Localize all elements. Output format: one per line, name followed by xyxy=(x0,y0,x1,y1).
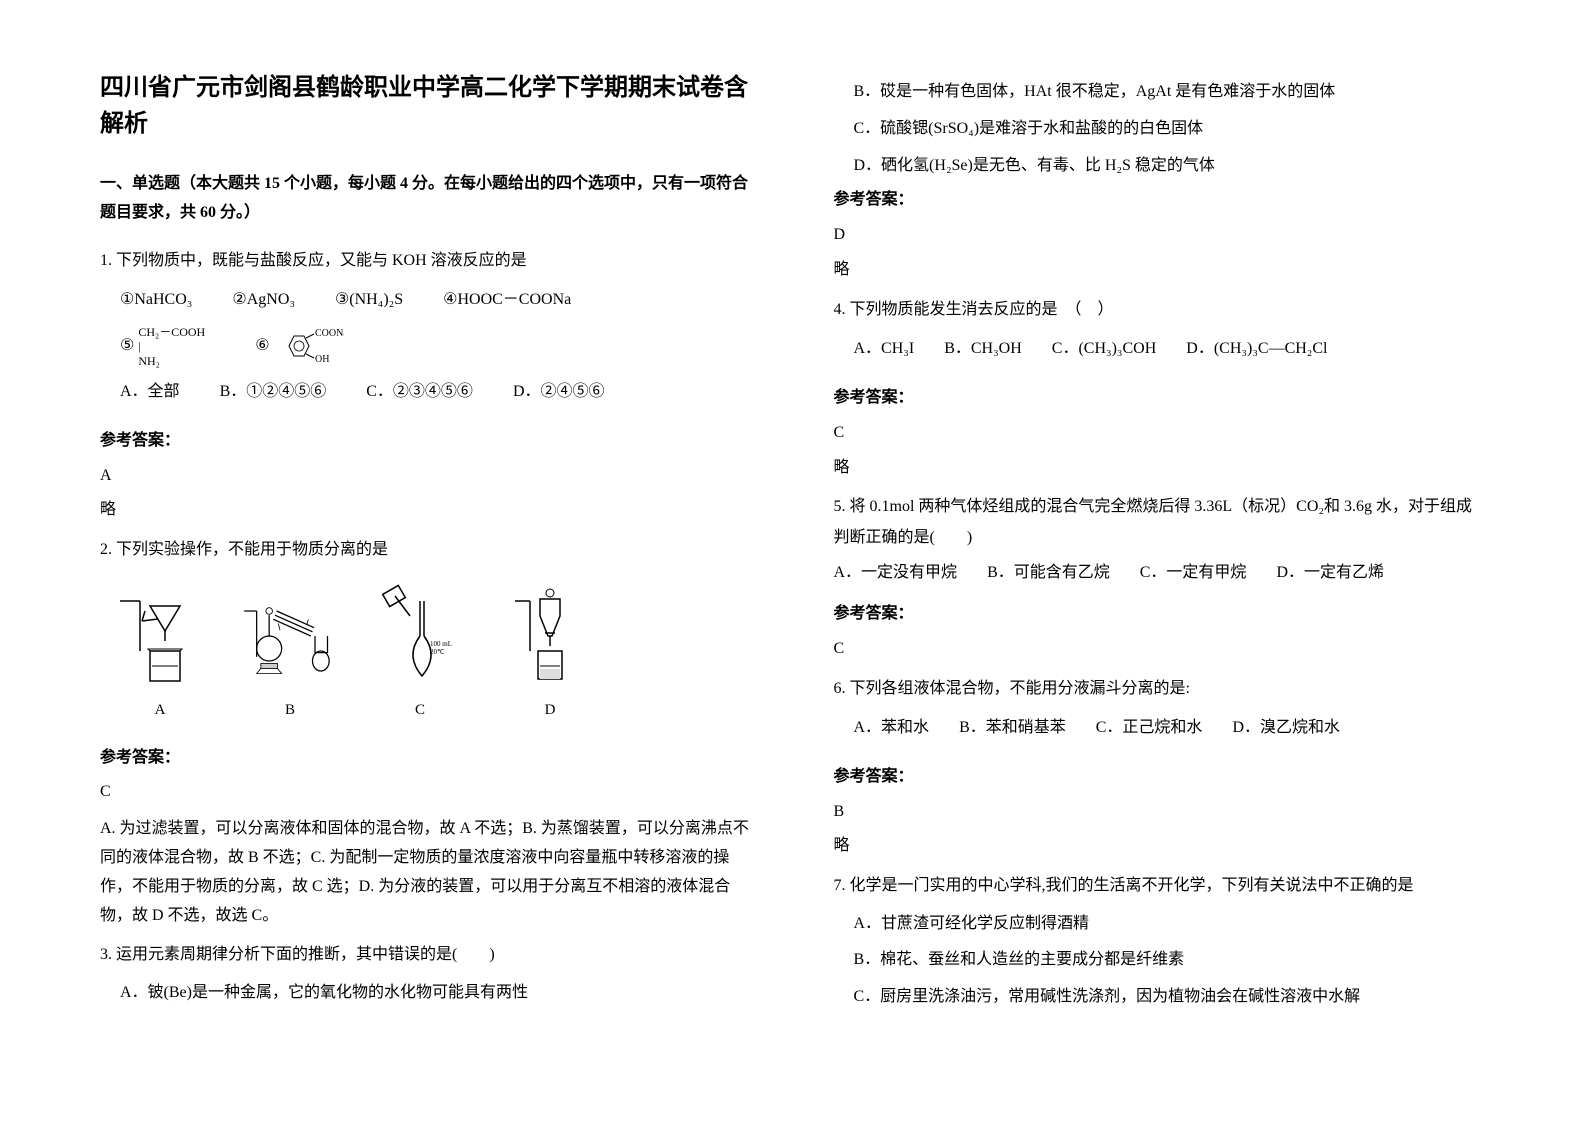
q4-answer: C xyxy=(834,419,1488,448)
q3-optA: A．铍(Be)是一种金属，它的氧化物的水化物可能具有两性 xyxy=(100,979,754,1008)
right-column: B．砹是一种有色固体，HAt 很不稳定，AgAt 是有色难溶于水的固体 C．硫酸… xyxy=(834,70,1488,1082)
q3-optD: D．硒化氢(H₂Se)是无色、有毒、比 H₂S 稳定的气体 xyxy=(834,152,1488,181)
svg-text:100 mL: 100 mL xyxy=(430,640,452,648)
q4-answer-label: 参考答案： xyxy=(834,384,1488,413)
diagram-d: D xyxy=(500,581,600,724)
question-3: 3. 运用元素周期律分析下面的推断，其中错误的是( ) A．铍(Be)是一种金属… xyxy=(100,940,754,1007)
q7-optC: C．厨房里洗涤油污，常用碱性洗涤剂，因为植物油会在碱性溶液中水解 xyxy=(834,983,1488,1012)
q4-options: A．CH₃I B．CH₃OH C．(CH₃)₃COH D．(CH₃)₃C—CH₂… xyxy=(834,335,1488,364)
q1-opt3: ③(NH₄)₂S xyxy=(335,286,403,315)
question-4: 4. 下列物质能发生消去反应的是 （ ） A．CH₃I B．CH₃OH C．(C… xyxy=(834,295,1488,372)
q2-answer: C xyxy=(100,778,754,807)
page-title: 四川省广元市剑阁县鹤龄职业中学高二化学下学期期末试卷含解析 xyxy=(100,70,754,142)
q1-opt5-struct: CH₂－COOH | NH₂ xyxy=(138,325,205,368)
q1-answer: A xyxy=(100,462,754,491)
q3-optB: B．砹是一种有色固体，HAt 很不稳定，AgAt 是有色难溶于水的固体 xyxy=(834,78,1488,107)
q4-optA: A．CH₃I xyxy=(854,335,915,364)
q5-options: A．一定没有甲烷 B．可能含有乙烷 C．一定有甲烷 D．一定有乙烯 xyxy=(834,559,1488,588)
volumetric-transfer-icon: 100 mL 20℃ xyxy=(370,581,470,691)
q4-brief: 略 xyxy=(834,454,1488,483)
q6-answer-label: 参考答案： xyxy=(834,763,1488,792)
q2-explanation: A. 为过滤装置，可以分离液体和固体的混合物，故 A 不选；B. 为蒸馏装置，可… xyxy=(100,815,754,930)
svg-text:OH: OH xyxy=(315,354,329,365)
q1-choiceB: B．①②④⑤⑥ xyxy=(220,378,327,407)
q1-choices: A．全部 B．①②④⑤⑥ C．②③④⑤⑥ D．②④⑤⑥ xyxy=(100,378,754,407)
diagram-b: B xyxy=(240,581,340,724)
q1-brief: 略 xyxy=(100,496,754,525)
q3-optC: C．硫酸锶(SrSO₄)是难溶于水和盐酸的的白色固体 xyxy=(834,115,1488,144)
q6-optD: D．溴乙烷和水 xyxy=(1232,714,1340,743)
diagram-a-label: A xyxy=(155,697,166,724)
q4-optC: C．(CH₃)₃COH xyxy=(1052,335,1157,364)
q1-choiceA: A．全部 xyxy=(120,378,180,407)
q1-circled-options: ①NaHCO₃ ②AgNO₃ ③(NH₄)₂S ④HOOC－COONa xyxy=(100,286,754,315)
q7-optB: B．棉花、蚕丝和人造丝的主要成分都是纤维素 xyxy=(834,946,1488,975)
question-7: 7. 化学是一门实用的中心学科,我们的生活离不开化学，下列有关说法中不正确的是 … xyxy=(834,871,1488,1012)
question-1: 1. 下列物质中，既能与盐酸反应，又能与 KOH 溶液反应的是 ①NaHCO₃ … xyxy=(100,246,754,415)
q2-diagrams: A xyxy=(110,581,754,724)
q6-answer: B xyxy=(834,798,1488,827)
q3-text: 3. 运用元素周期律分析下面的推断，其中错误的是( ) xyxy=(100,940,754,970)
q1-opt1: ①NaHCO₃ xyxy=(120,286,192,315)
q1-opt6-num: ⑥ xyxy=(255,332,269,361)
q1-text: 1. 下列物质中，既能与盐酸反应，又能与 KOH 溶液反应的是 xyxy=(100,246,754,276)
q1-opt6: ⑥ COONa OH xyxy=(255,326,343,366)
q1-choiceC: C．②③④⑤⑥ xyxy=(366,378,473,407)
left-column: 四川省广元市剑阁县鹤龄职业中学高二化学下学期期末试卷含解析 一、单选题（本大题共… xyxy=(100,70,754,1082)
q5-text: 5. 将 0.1mol 两种气体烃组成的混合气完全燃烧后得 3.36L（标况）C… xyxy=(834,492,1488,553)
q6-optA: A．苯和水 xyxy=(854,714,930,743)
q5-answer-label: 参考答案： xyxy=(834,600,1488,629)
filtration-icon xyxy=(110,581,210,691)
q4-text: 4. 下列物质能发生消去反应的是 （ ） xyxy=(834,295,1488,325)
svg-text:COONa: COONa xyxy=(315,328,344,339)
question-2: 2. 下列实验操作，不能用于物质分离的是 A xyxy=(100,535,754,731)
diagram-d-label: D xyxy=(545,697,556,724)
q5-optB: B．可能含有乙烷 xyxy=(987,559,1110,588)
q1-opt5-num: ⑤ xyxy=(120,332,134,361)
q5-optA: A．一定没有甲烷 xyxy=(834,559,958,588)
svg-text:20℃: 20℃ xyxy=(430,648,445,656)
q3-answer-label: 参考答案： xyxy=(834,186,1488,215)
q5-optD: D．一定有乙烯 xyxy=(1276,559,1384,588)
diagram-c: 100 mL 20℃ C xyxy=(370,581,470,724)
question-5: 5. 将 0.1mol 两种气体烃组成的混合气完全燃烧后得 3.36L（标况）C… xyxy=(834,492,1488,588)
q6-optC: C．正己烷和水 xyxy=(1096,714,1203,743)
diagram-c-label: C xyxy=(415,697,425,724)
q3-answer: D xyxy=(834,221,1488,250)
q1-opt4: ④HOOC－COONa xyxy=(443,286,571,315)
q7-text: 7. 化学是一门实用的中心学科,我们的生活离不开化学，下列有关说法中不正确的是 xyxy=(834,871,1488,901)
q6-optB: B．苯和硝基苯 xyxy=(959,714,1066,743)
section-header: 一、单选题（本大题共 15 个小题，每小题 4 分。在每小题给出的四个选项中，只… xyxy=(100,170,754,228)
q5-answer: C xyxy=(834,635,1488,664)
q4-optB: B．CH₃OH xyxy=(944,335,1022,364)
q1-answer-label: 参考答案： xyxy=(100,427,754,456)
q4-optD: D．(CH₃)₃C—CH₂Cl xyxy=(1186,335,1327,364)
benzene-ring-icon: COONa OH xyxy=(274,326,344,366)
q5-optC: C．一定有甲烷 xyxy=(1140,559,1247,588)
q6-options: A．苯和水 B．苯和硝基苯 C．正己烷和水 D．溴乙烷和水 xyxy=(834,714,1488,743)
q1-choiceD: D．②④⑤⑥ xyxy=(513,378,605,407)
separating-funnel-icon xyxy=(500,581,600,691)
q2-text: 2. 下列实验操作，不能用于物质分离的是 xyxy=(100,535,754,565)
question-6: 6. 下列各组液体混合物，不能用分液漏斗分离的是: A．苯和水 B．苯和硝基苯 … xyxy=(834,674,1488,751)
q2-answer-label: 参考答案： xyxy=(100,744,754,773)
q6-text: 6. 下列各组液体混合物，不能用分液漏斗分离的是: xyxy=(834,674,1488,704)
q6-brief: 略 xyxy=(834,832,1488,861)
diagram-b-label: B xyxy=(285,697,295,724)
q3-brief: 略 xyxy=(834,256,1488,285)
q1-opt5: ⑤ CH₂－COOH | NH₂ xyxy=(120,325,205,368)
diagram-a: A xyxy=(110,581,210,724)
q1-struct-formulas: ⑤ CH₂－COOH | NH₂ ⑥ COONa OH xyxy=(100,325,754,368)
q7-optA: A．甘蔗渣可经化学反应制得酒精 xyxy=(834,910,1488,939)
q1-opt2: ②AgNO₃ xyxy=(232,286,295,315)
distillation-icon xyxy=(240,581,340,691)
